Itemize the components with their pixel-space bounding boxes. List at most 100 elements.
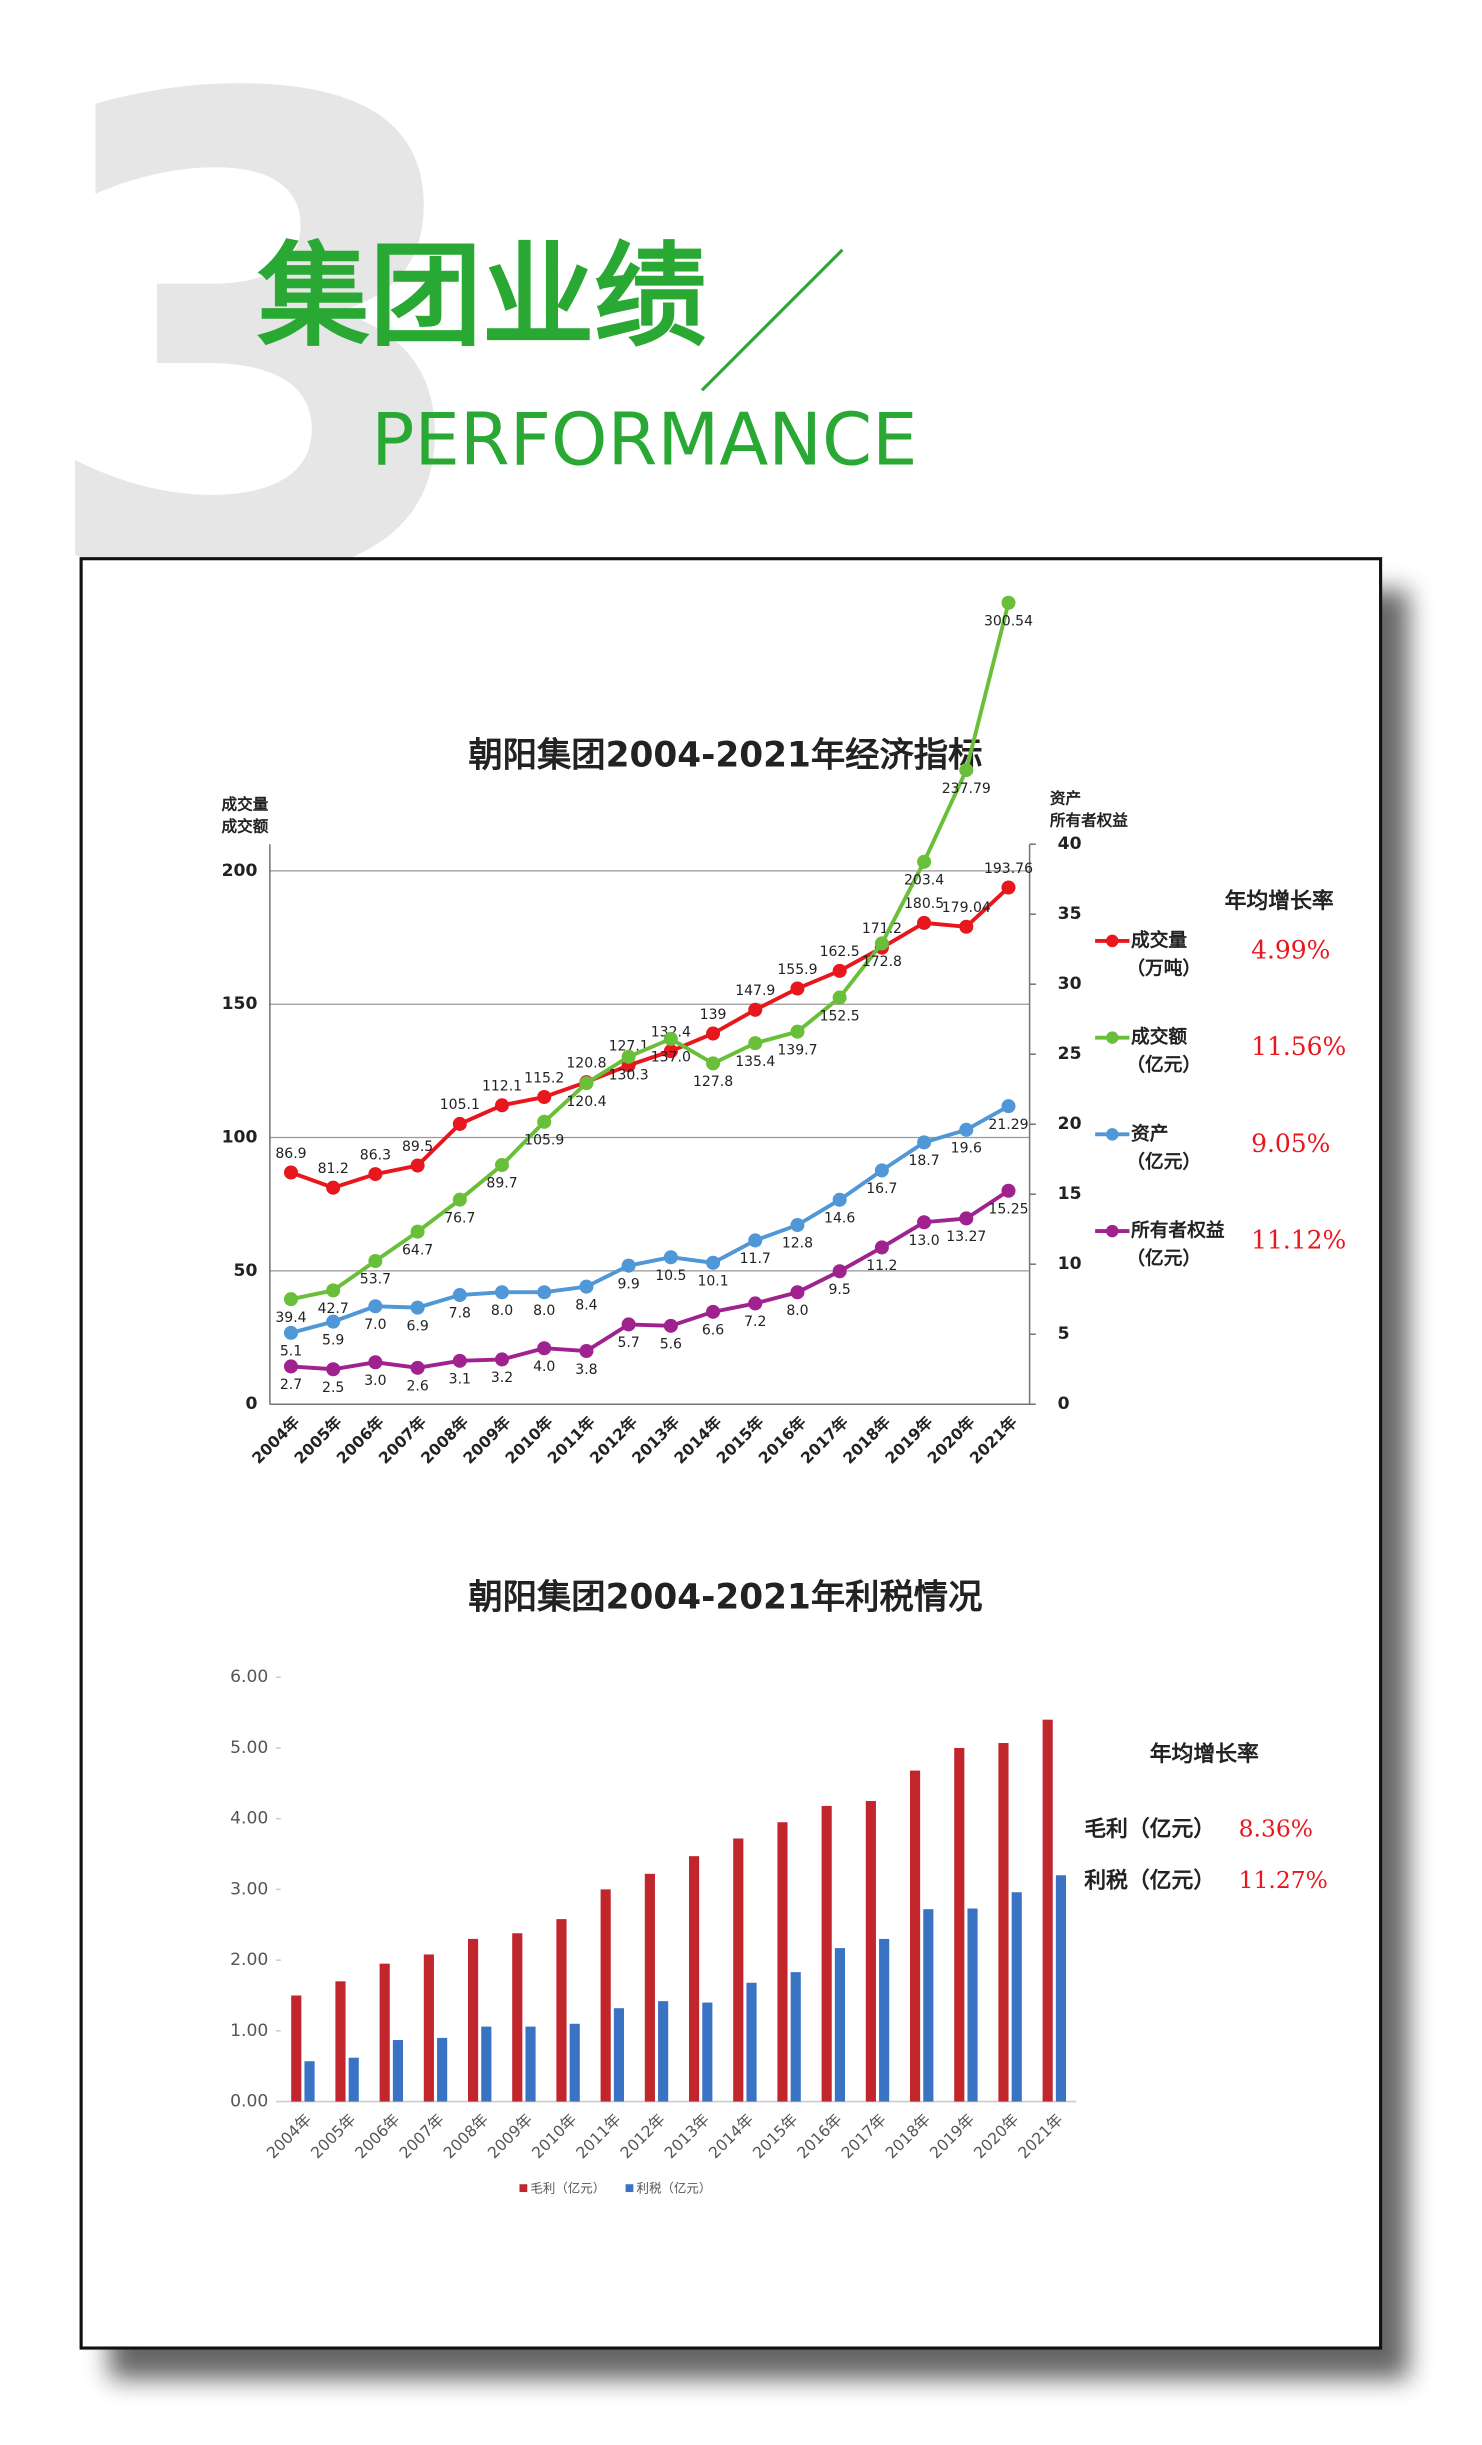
data-label: 89.5 bbox=[402, 1139, 433, 1155]
legend-unit: （万吨） bbox=[1126, 957, 1201, 979]
data-point bbox=[790, 1218, 805, 1233]
data-label: 39.4 bbox=[275, 1310, 306, 1326]
data-point bbox=[874, 1163, 889, 1178]
series-line bbox=[290, 886, 1010, 1190]
data-label: 193.76 bbox=[984, 861, 1033, 877]
y2-tick-label: 35 bbox=[1058, 904, 1082, 924]
bar bbox=[569, 2023, 580, 2102]
data-point bbox=[832, 1264, 847, 1279]
legend-marker bbox=[1106, 1128, 1119, 1141]
bar bbox=[790, 1972, 801, 2102]
data-label: 139 bbox=[700, 1007, 727, 1023]
data-point bbox=[959, 919, 974, 934]
legend-marker bbox=[1106, 1031, 1119, 1044]
page-title: 集团业绩 bbox=[256, 232, 706, 362]
data-label: 162.5 bbox=[820, 944, 860, 960]
data-point bbox=[1001, 595, 1016, 610]
data-point bbox=[832, 990, 847, 1005]
y-tick-label: 0.00 bbox=[230, 2092, 268, 2112]
data-label: 7.0 bbox=[364, 1317, 386, 1333]
data-point bbox=[663, 1250, 678, 1265]
series-line bbox=[290, 1104, 1010, 1335]
bar bbox=[392, 2040, 403, 2102]
data-label: 13.0 bbox=[908, 1233, 939, 1249]
data-point bbox=[494, 1098, 510, 1113]
data-point bbox=[1001, 1183, 1016, 1198]
bar bbox=[923, 1909, 934, 2102]
data-point bbox=[368, 1299, 383, 1314]
bar bbox=[437, 2037, 448, 2102]
y2-axis-label: 资产 bbox=[1050, 788, 1081, 807]
data-label: 12.8 bbox=[782, 1236, 813, 1252]
data-label: 2.6 bbox=[406, 1379, 428, 1395]
y2-tick-label: 25 bbox=[1058, 1044, 1082, 1064]
growth-rate: 8.36% bbox=[1239, 1815, 1313, 1843]
data-label: 120.8 bbox=[566, 1055, 606, 1071]
data-label: 11.7 bbox=[740, 1251, 771, 1267]
legend-marker bbox=[1106, 934, 1119, 948]
chart-title: 朝阳集团2004-2021年利税情况 bbox=[468, 1578, 982, 1618]
data-label: 7.2 bbox=[744, 1314, 766, 1330]
data-point bbox=[579, 1279, 594, 1294]
data-point bbox=[537, 1341, 552, 1356]
data-point bbox=[283, 1325, 299, 1340]
data-label: 135.4 bbox=[735, 1054, 775, 1070]
legend-unit: （亿元） bbox=[1126, 1054, 1201, 1076]
legend-unit: （亿元） bbox=[1126, 1248, 1201, 1270]
data-point bbox=[410, 1300, 425, 1315]
series-line bbox=[290, 602, 1011, 1302]
data-label: 3.2 bbox=[491, 1370, 513, 1386]
bar bbox=[658, 2001, 669, 2102]
data-label: 180.5 bbox=[904, 896, 944, 912]
data-point bbox=[917, 1215, 932, 1230]
bar bbox=[1011, 1892, 1022, 2102]
data-label: 130.3 bbox=[609, 1067, 649, 1083]
data-label: 3.0 bbox=[364, 1373, 386, 1389]
data-point bbox=[452, 1353, 467, 1368]
data-point bbox=[452, 1288, 467, 1303]
data-label: 15.25 bbox=[988, 1201, 1028, 1217]
data-label: 14.6 bbox=[824, 1211, 855, 1227]
y2-tick-label: 5 bbox=[1058, 1324, 1070, 1344]
data-point bbox=[748, 1296, 763, 1311]
growth-rate: 11.27% bbox=[1239, 1866, 1328, 1894]
y-tick-label: 150 bbox=[222, 994, 258, 1014]
data-label: 5.7 bbox=[617, 1335, 639, 1351]
data-label: 9.9 bbox=[617, 1276, 639, 1292]
data-label: 4.0 bbox=[533, 1359, 555, 1375]
chart-title: 朝阳集团2004-2021年经济指标 bbox=[468, 735, 982, 775]
data-label: 137.0 bbox=[651, 1050, 691, 1066]
data-label: 171.2 bbox=[862, 921, 902, 937]
data-point bbox=[959, 1122, 974, 1137]
data-label: 7.8 bbox=[449, 1306, 471, 1322]
data-point bbox=[748, 1002, 763, 1017]
growth-rate: 4.99% bbox=[1251, 935, 1330, 964]
data-label: 147.9 bbox=[735, 983, 775, 999]
data-point bbox=[917, 1135, 932, 1150]
legend-name: 成交额 bbox=[1131, 1026, 1187, 1048]
bar bbox=[1042, 1719, 1053, 2102]
bar bbox=[379, 1963, 390, 2102]
series-line bbox=[290, 1189, 1010, 1372]
data-point bbox=[579, 1076, 594, 1091]
y2-tick-label: 15 bbox=[1058, 1184, 1082, 1204]
y-axis-label: 成交量 bbox=[222, 795, 269, 814]
bar bbox=[423, 1954, 434, 2102]
data-label: 2.7 bbox=[280, 1377, 302, 1393]
data-label: 5.6 bbox=[660, 1337, 682, 1353]
legend-name: 毛利（亿元） bbox=[530, 2180, 605, 2195]
legend-swatch bbox=[625, 2184, 634, 2193]
data-point bbox=[706, 1056, 721, 1071]
bar bbox=[348, 2057, 359, 2102]
y-axis-label: 成交额 bbox=[222, 817, 269, 836]
y2-tick-label: 10 bbox=[1058, 1254, 1082, 1274]
data-point bbox=[748, 1233, 763, 1248]
data-point bbox=[832, 963, 847, 978]
data-label: 3.1 bbox=[449, 1372, 471, 1388]
y-tick-label: 200 bbox=[222, 861, 258, 881]
data-label: 8.0 bbox=[533, 1303, 555, 1319]
data-label: 179.04 bbox=[942, 900, 991, 916]
data-point bbox=[368, 1254, 383, 1269]
legend-name: 成交量 bbox=[1131, 929, 1187, 951]
bar bbox=[304, 2061, 315, 2102]
